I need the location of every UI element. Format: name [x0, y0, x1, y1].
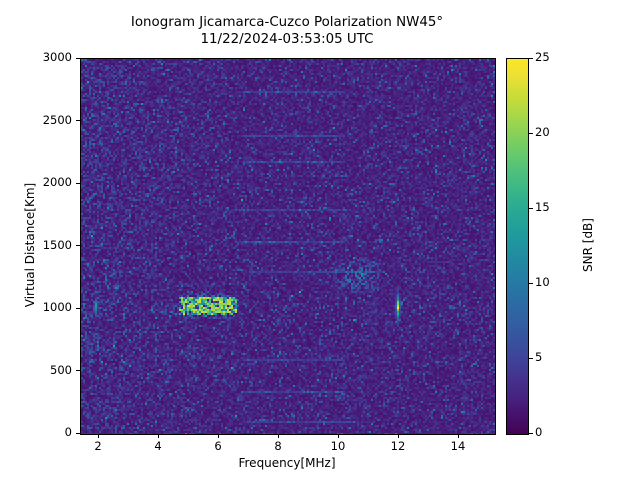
x-tick-label-4: 4: [154, 439, 162, 453]
y-tick-label-0: 0: [64, 425, 72, 439]
colorbar-tick-5: [529, 357, 533, 359]
y-axis-label: Virtual Distance[Km]: [23, 182, 37, 308]
colorbar[interactable]: [506, 58, 529, 435]
y-tick-500: [76, 370, 80, 372]
x-tick-label-12: 12: [390, 439, 406, 453]
colorbar-tick-label-10: 10: [535, 275, 550, 289]
y-tick-2000: [76, 182, 80, 184]
colorbar-tick-label-25: 25: [535, 50, 550, 64]
colorbar-tick-10: [529, 282, 533, 284]
colorbar-tick-25: [529, 57, 533, 59]
colorbar-tick-label-0: 0: [535, 425, 543, 439]
x-tick-label-6: 6: [214, 439, 222, 453]
x-tick-label-8: 8: [274, 439, 282, 453]
x-tick-8: [277, 434, 279, 438]
ionogram-heatmap[interactable]: [81, 59, 495, 434]
x-tick-12: [397, 434, 399, 438]
y-tick-1500: [76, 245, 80, 247]
y-tick-label-2000: 2000: [42, 175, 72, 189]
y-tick-label-2500: 2500: [42, 112, 72, 127]
colorbar-tick-15: [529, 207, 533, 209]
colorbar-tick-0: [529, 432, 533, 434]
y-tick-1000: [76, 307, 80, 309]
colorbar-tick-label-5: 5: [535, 350, 543, 364]
x-tick-2: [97, 434, 99, 438]
y-tick-label-1000: 1000: [42, 300, 72, 314]
colorbar-tick-label-20: 20: [535, 125, 550, 139]
y-tick-0: [76, 432, 80, 434]
y-tick-3000: [76, 57, 80, 59]
colorbar-tick-20: [529, 132, 533, 134]
x-tick-label-14: 14: [450, 439, 466, 453]
colorbar-tick-label-15: 15: [535, 200, 550, 214]
x-tick-10: [337, 434, 339, 438]
y-tick-label-500: 500: [50, 362, 72, 377]
plot-area[interactable]: [80, 58, 496, 435]
y-tick-label-1500: 1500: [42, 237, 72, 252]
x-tick-4: [157, 434, 159, 438]
x-tick-label-2: 2: [94, 439, 102, 453]
y-tick-label-3000: 3000: [42, 50, 72, 64]
x-tick-14: [457, 434, 459, 438]
x-axis-label: Frequency[MHz]: [238, 456, 336, 470]
colorbar-gradient: [507, 59, 528, 434]
x-tick-label-10: 10: [330, 439, 346, 453]
y-tick-2500: [76, 120, 80, 122]
x-tick-6: [217, 434, 219, 438]
colorbar-label: SNR [dB]: [581, 218, 595, 272]
page-title: Ionogram Jicamarca-Cuzco Polarization NW…: [130, 15, 444, 47]
